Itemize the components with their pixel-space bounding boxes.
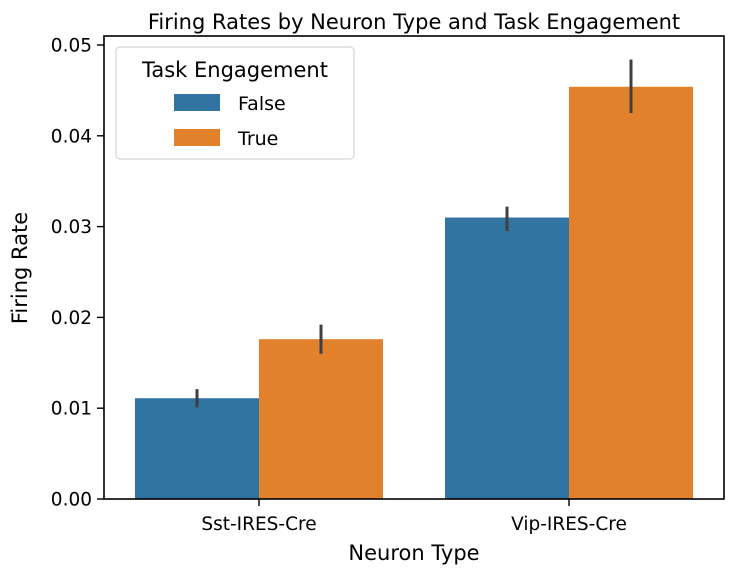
y-tick-label: 0.02 [51,308,92,329]
legend-swatch-true [174,129,220,146]
y-tick-label: 0.01 [51,399,92,420]
y-tick-label: 0.04 [51,126,92,147]
x-tick-label: Vip-IRES-Cre [511,514,627,535]
x-axis-label: Neuron Type [348,541,479,565]
y-axis-ticks: 0.00 0.01 0.02 0.03 0.04 0.05 [51,36,104,511]
legend-label-false: False [238,93,286,115]
y-tick-label: 0.05 [51,36,92,57]
legend-swatch-false [174,94,220,111]
legend-items: False True [174,93,286,150]
legend: Task Engagement False True [115,46,355,160]
y-tick-label: 0.00 [51,490,92,511]
legend-label-true: True [237,128,278,150]
y-tick-label: 0.03 [51,217,92,238]
chart-title: Firing Rates by Neuron Type and Task Eng… [148,10,680,34]
legend-title: Task Engagement [141,58,328,82]
x-tick-label: Sst-IRES-Cre [201,514,316,535]
bar-true-vip-ires-cre [569,86,693,499]
bars-group [135,86,693,499]
x-axis-ticks: Sst-IRES-Cre Vip-IRES-Cre [201,499,627,535]
error-bars-group [195,59,633,408]
plot-frame [103,35,725,500]
y-axis-label: Firing Rate [8,212,32,324]
bar-false-sst-ires-cre [135,398,259,499]
bar-true-sst-ires-cre [259,339,383,499]
bar-false-vip-ires-cre [445,217,569,499]
